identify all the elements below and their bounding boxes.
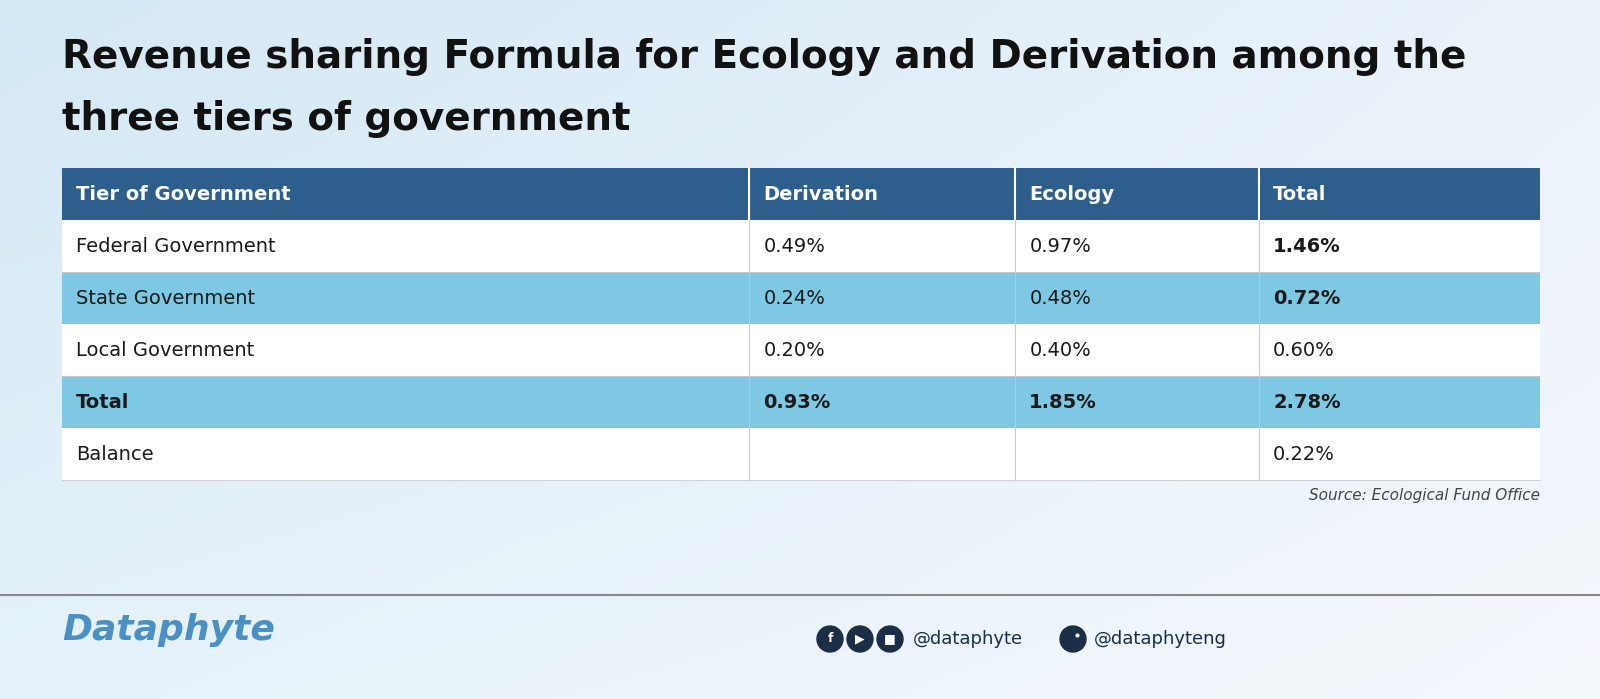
Text: Federal Government: Federal Government (77, 236, 275, 256)
Text: 0.60%: 0.60% (1274, 340, 1334, 359)
Text: @dataphyteng: @dataphyteng (1094, 630, 1227, 648)
Bar (62, 324, 1539, 376)
Text: Source: Ecological Fund Office: Source: Ecological Fund Office (1309, 488, 1539, 503)
Text: 0.40%: 0.40% (1029, 340, 1091, 359)
Text: ▶: ▶ (854, 633, 866, 645)
Bar (62, 168, 1539, 220)
Text: 0.97%: 0.97% (1029, 236, 1091, 256)
Text: Tier of Government: Tier of Government (77, 185, 291, 203)
Text: f: f (827, 633, 832, 645)
Text: Balance: Balance (77, 445, 154, 463)
Circle shape (818, 626, 843, 652)
Bar (62, 220, 1539, 272)
Text: 0.93%: 0.93% (763, 393, 830, 412)
Text: Local Government: Local Government (77, 340, 254, 359)
Text: 0.24%: 0.24% (763, 289, 826, 308)
Text: 1.46%: 1.46% (1274, 236, 1341, 256)
Bar (62, 376, 1539, 428)
Text: State Government: State Government (77, 289, 254, 308)
Text: 0.20%: 0.20% (763, 340, 826, 359)
Text: @dataphyte: @dataphyte (914, 630, 1022, 648)
Text: Derivation: Derivation (763, 185, 878, 203)
Text: Dataphyte: Dataphyte (62, 613, 275, 647)
Bar (62, 428, 1539, 480)
Text: three tiers of government: three tiers of government (62, 100, 630, 138)
Text: Total: Total (1274, 185, 1326, 203)
Text: Total: Total (77, 393, 130, 412)
Text: Revenue sharing Formula for Ecology and Derivation among the: Revenue sharing Formula for Ecology and … (62, 38, 1466, 76)
Text: 0.72%: 0.72% (1274, 289, 1341, 308)
Text: 0.48%: 0.48% (1029, 289, 1091, 308)
Text: ■: ■ (885, 633, 896, 645)
Text: Ecology: Ecology (1029, 185, 1115, 203)
Bar (62, 272, 1539, 324)
Text: 1.85%: 1.85% (1029, 393, 1098, 412)
Text: 2.78%: 2.78% (1274, 393, 1341, 412)
Text: 0.49%: 0.49% (763, 236, 826, 256)
Text: 0.22%: 0.22% (1274, 445, 1334, 463)
Circle shape (1059, 626, 1086, 652)
Circle shape (877, 626, 902, 652)
Circle shape (846, 626, 874, 652)
